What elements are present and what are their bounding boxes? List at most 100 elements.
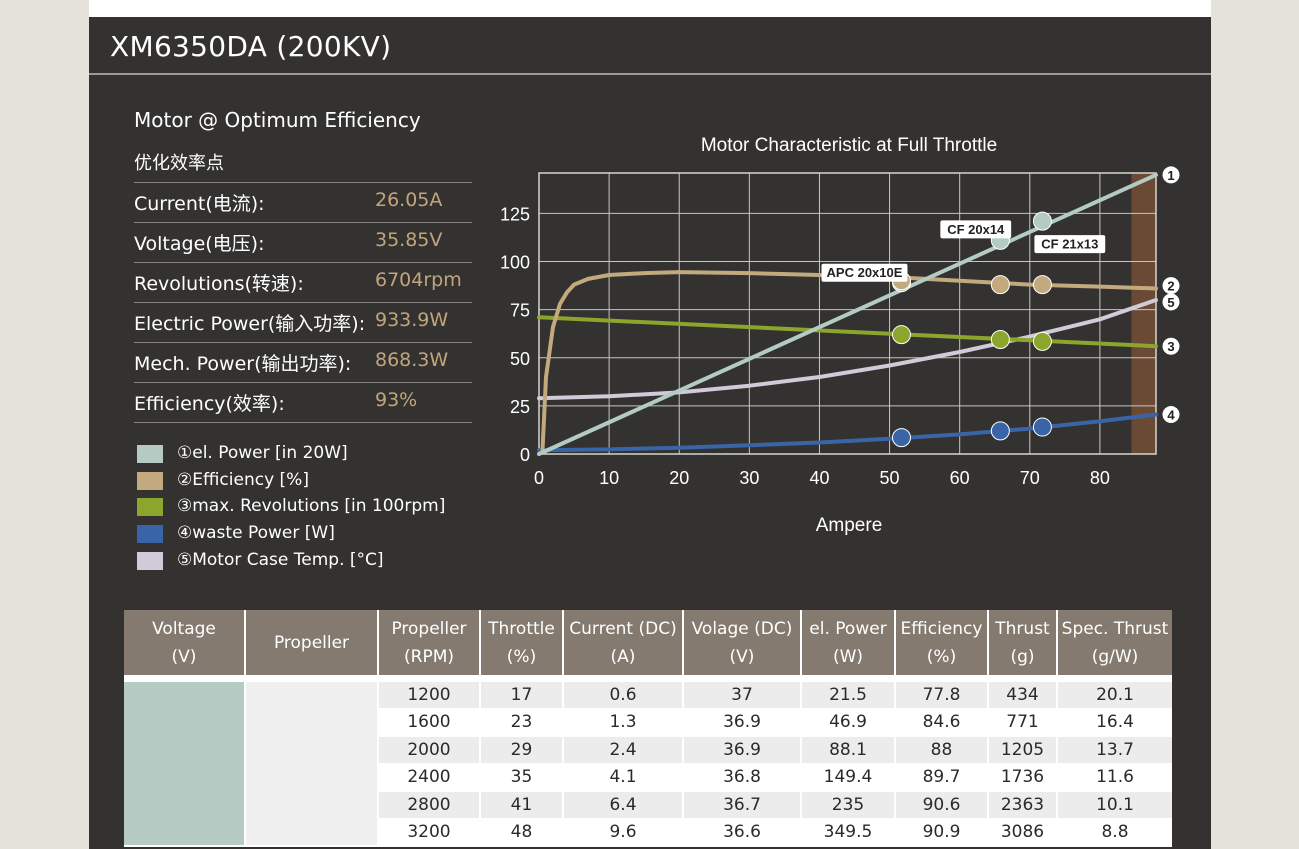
table-spacer-cell bbox=[124, 675, 1172, 682]
operating-point-label: APC 20x10E bbox=[827, 265, 903, 280]
table-cell: 21.5 bbox=[800, 682, 895, 710]
legend-label: ④waste Power [W] bbox=[177, 523, 335, 544]
x-tick-label: 10 bbox=[599, 468, 619, 488]
spec-list: Current(电流): 26.05A Voltage(电压): 35.85V … bbox=[134, 182, 472, 423]
series-line-4 bbox=[537, 412, 1158, 453]
table-cell: 4.1 bbox=[562, 763, 683, 792]
title-divider bbox=[89, 73, 1211, 75]
header-unit: (%) bbox=[506, 646, 537, 667]
spec-value: 93% bbox=[375, 389, 418, 411]
operating-point-marker bbox=[990, 275, 1010, 295]
table-cell: 84.6 bbox=[894, 708, 988, 737]
spec-row: Voltage(电压): 35.85V bbox=[134, 222, 472, 262]
spec-label: Revolutions(转速): bbox=[134, 273, 304, 295]
table-cell: 13.7 bbox=[1056, 736, 1172, 765]
y-tick-label: 25 bbox=[510, 397, 530, 417]
operating-point-label-box bbox=[1034, 235, 1106, 254]
table-cell: 16.4 bbox=[1056, 708, 1172, 737]
table-cell: 9.6 bbox=[562, 818, 683, 847]
spec-row: Mech. Power(输出功率): 868.3W bbox=[134, 342, 472, 382]
header-line: Volage (DC) bbox=[691, 618, 793, 639]
table-cell: 3200 bbox=[377, 818, 480, 847]
legend-label: ⑤Motor Case Temp. [°C] bbox=[177, 549, 384, 570]
header-unit: (g/W) bbox=[1091, 646, 1139, 667]
table-cell: 2400 bbox=[377, 763, 480, 792]
chart-operating-points: APC 20x10E CF 20x14 CF 21x13 bbox=[821, 211, 1106, 448]
spec-label: Current(电流): bbox=[134, 193, 265, 215]
legend-swatch bbox=[137, 498, 163, 517]
table-cell: 89.7 bbox=[894, 763, 988, 792]
table-cell: 46.9 bbox=[800, 708, 895, 737]
table-cell: 36.9 bbox=[682, 708, 801, 737]
series-badge bbox=[1162, 406, 1180, 424]
series-badge-number: 4 bbox=[1167, 408, 1175, 423]
table-cell: 90.9 bbox=[894, 818, 988, 847]
spec-label: Voltage(电压): bbox=[134, 233, 265, 255]
col-header-current: Current (DC) (A) bbox=[562, 610, 683, 675]
table-cell: 88.1 bbox=[800, 736, 895, 765]
y-tick-label: 125 bbox=[500, 204, 530, 224]
x-tick-label: 50 bbox=[880, 468, 900, 488]
table-cell: 1736 bbox=[987, 763, 1057, 792]
spec-heading: Motor @ Optimum Efficiency bbox=[134, 108, 421, 132]
table-row: 2400 35 4.1 36.8 149.4 89.7 1736 11.6 bbox=[124, 763, 1172, 792]
table-row: 2800 41 6.4 36.7 235 90.6 2363 10.1 bbox=[124, 791, 1172, 820]
header-line: Thrust bbox=[995, 618, 1050, 639]
propeller-cell bbox=[244, 682, 378, 847]
legend-swatch bbox=[137, 525, 163, 544]
top-strip bbox=[89, 0, 1211, 17]
x-axis-label: Ampere bbox=[816, 515, 883, 536]
legend-label: ②Efficiency [%] bbox=[177, 469, 309, 490]
operating-point-marker bbox=[891, 325, 911, 345]
x-tick-label: 20 bbox=[669, 468, 689, 488]
operating-point-marker bbox=[1032, 275, 1052, 295]
operating-point-marker bbox=[1032, 331, 1052, 351]
table-cell: 771 bbox=[987, 708, 1057, 737]
plot-frame bbox=[538, 172, 1157, 455]
x-tick-label: 40 bbox=[809, 468, 829, 488]
col-header-throttle: Throttle (%) bbox=[479, 610, 563, 675]
table-cell: 11.6 bbox=[1056, 763, 1172, 792]
page-title: XM6350DA (200KV) bbox=[110, 30, 392, 63]
table-cell: 90.6 bbox=[894, 791, 988, 820]
table-cell: 2363 bbox=[987, 791, 1057, 820]
y-tick-label: 50 bbox=[510, 349, 530, 369]
header-unit: (W) bbox=[832, 646, 864, 667]
table-row: 1600 23 1.3 36.9 46.9 84.6 771 16.4 bbox=[124, 708, 1172, 737]
col-header-spec-thrust: Spec. Thrust (g/W) bbox=[1056, 610, 1172, 675]
table-cell: 8.8 bbox=[1056, 818, 1172, 847]
header-unit: (A) bbox=[610, 646, 636, 667]
table-cell: 20.1 bbox=[1056, 682, 1172, 710]
spec-row: Electric Power(输入功率): 933.9W bbox=[134, 302, 472, 342]
table-cell: 36.9 bbox=[682, 736, 801, 765]
header-line: el. Power bbox=[809, 618, 887, 639]
operating-point-label-box bbox=[940, 220, 1012, 239]
table-cell: 17 bbox=[479, 682, 563, 710]
spec-row: Efficiency(效率): 93% bbox=[134, 382, 472, 423]
table-cell: 3086 bbox=[987, 818, 1057, 847]
legend-label: ③max. Revolutions [in 100rpm] bbox=[177, 496, 446, 517]
series-line-3 bbox=[537, 315, 1158, 349]
spec-value: 933.9W bbox=[375, 309, 449, 331]
x-tick-label: 80 bbox=[1090, 468, 1110, 488]
table-cell: 1600 bbox=[377, 708, 480, 737]
header-line: Current (DC) bbox=[569, 618, 677, 639]
x-tick-label: 0 bbox=[534, 468, 544, 488]
col-header-efficiency: Efficiency (%) bbox=[894, 610, 988, 675]
performance-table: Voltage (V) Propeller Propeller (RPM) Thro… bbox=[124, 610, 1172, 847]
header-line: Efficiency bbox=[900, 618, 983, 639]
spec-subheading: 优化效率点 bbox=[134, 153, 224, 174]
table-header-row: Voltage (V) Propeller Propeller (RPM) Thro… bbox=[124, 610, 1172, 675]
header-line: Spec. Thrust bbox=[1061, 618, 1169, 639]
spec-value: 6704rpm bbox=[375, 269, 462, 291]
series-badge-number: 3 bbox=[1167, 339, 1174, 354]
table-cell: 434 bbox=[987, 682, 1057, 710]
table-cell: 23 bbox=[479, 708, 563, 737]
table-cell: 1200 bbox=[377, 682, 480, 710]
y-tick-label: 0 bbox=[520, 445, 530, 465]
operating-point-marker bbox=[891, 428, 911, 448]
operating-point-marker bbox=[990, 329, 1010, 349]
operating-point-marker bbox=[1032, 417, 1052, 437]
header-line: Propeller bbox=[391, 618, 467, 639]
series-badge-number: 1 bbox=[1167, 168, 1174, 183]
